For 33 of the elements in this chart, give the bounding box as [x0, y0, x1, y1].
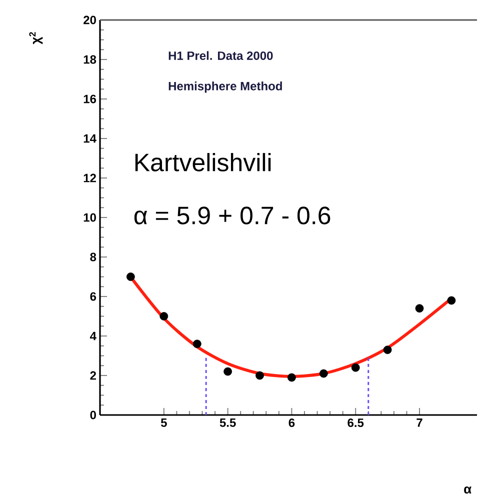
point: [383, 346, 392, 354]
y-tick-label: 14: [84, 134, 96, 143]
y-tick-label: 12: [84, 174, 96, 182]
point: [288, 373, 296, 382]
point: [126, 272, 135, 281]
y-tick-label: 18: [84, 55, 96, 64]
y-tick-label: 10: [84, 213, 96, 222]
point: [415, 304, 424, 313]
point: [192, 340, 202, 348]
y-axis-title: χ$^{2}$: [29, 32, 43, 44]
y-tick-label: 0: [90, 410, 96, 420]
point: [256, 371, 264, 380]
annotation: H1 Prel. Data 2000: [168, 51, 273, 60]
y-tick-label: 6: [90, 292, 96, 301]
y-tick-label: 16: [84, 94, 96, 104]
y-tick-label: 2: [90, 371, 96, 380]
y-tick-label: 8: [90, 252, 96, 262]
point: [160, 312, 168, 320]
x-tick-label: 6.5: [348, 418, 364, 428]
y-tick-label: 4: [90, 332, 96, 340]
annotation: Hemisphere Method: [168, 82, 282, 93]
point: [319, 369, 328, 378]
y-tick-label: 20: [84, 16, 96, 24]
x-tick-label: 5: [160, 418, 167, 427]
point: [447, 296, 456, 305]
annotation: Kartvelishvili: [135, 153, 271, 172]
x-tick-label: 5.5: [220, 418, 236, 427]
x-tick-label: 6: [288, 418, 295, 428]
x-axis-title: α: [464, 486, 472, 494]
point: [224, 367, 232, 376]
x-tick-label: 7: [416, 418, 422, 427]
point: [351, 363, 360, 372]
annotation: α = 5.9 + 0.7 - 0.6: [134, 206, 330, 224]
